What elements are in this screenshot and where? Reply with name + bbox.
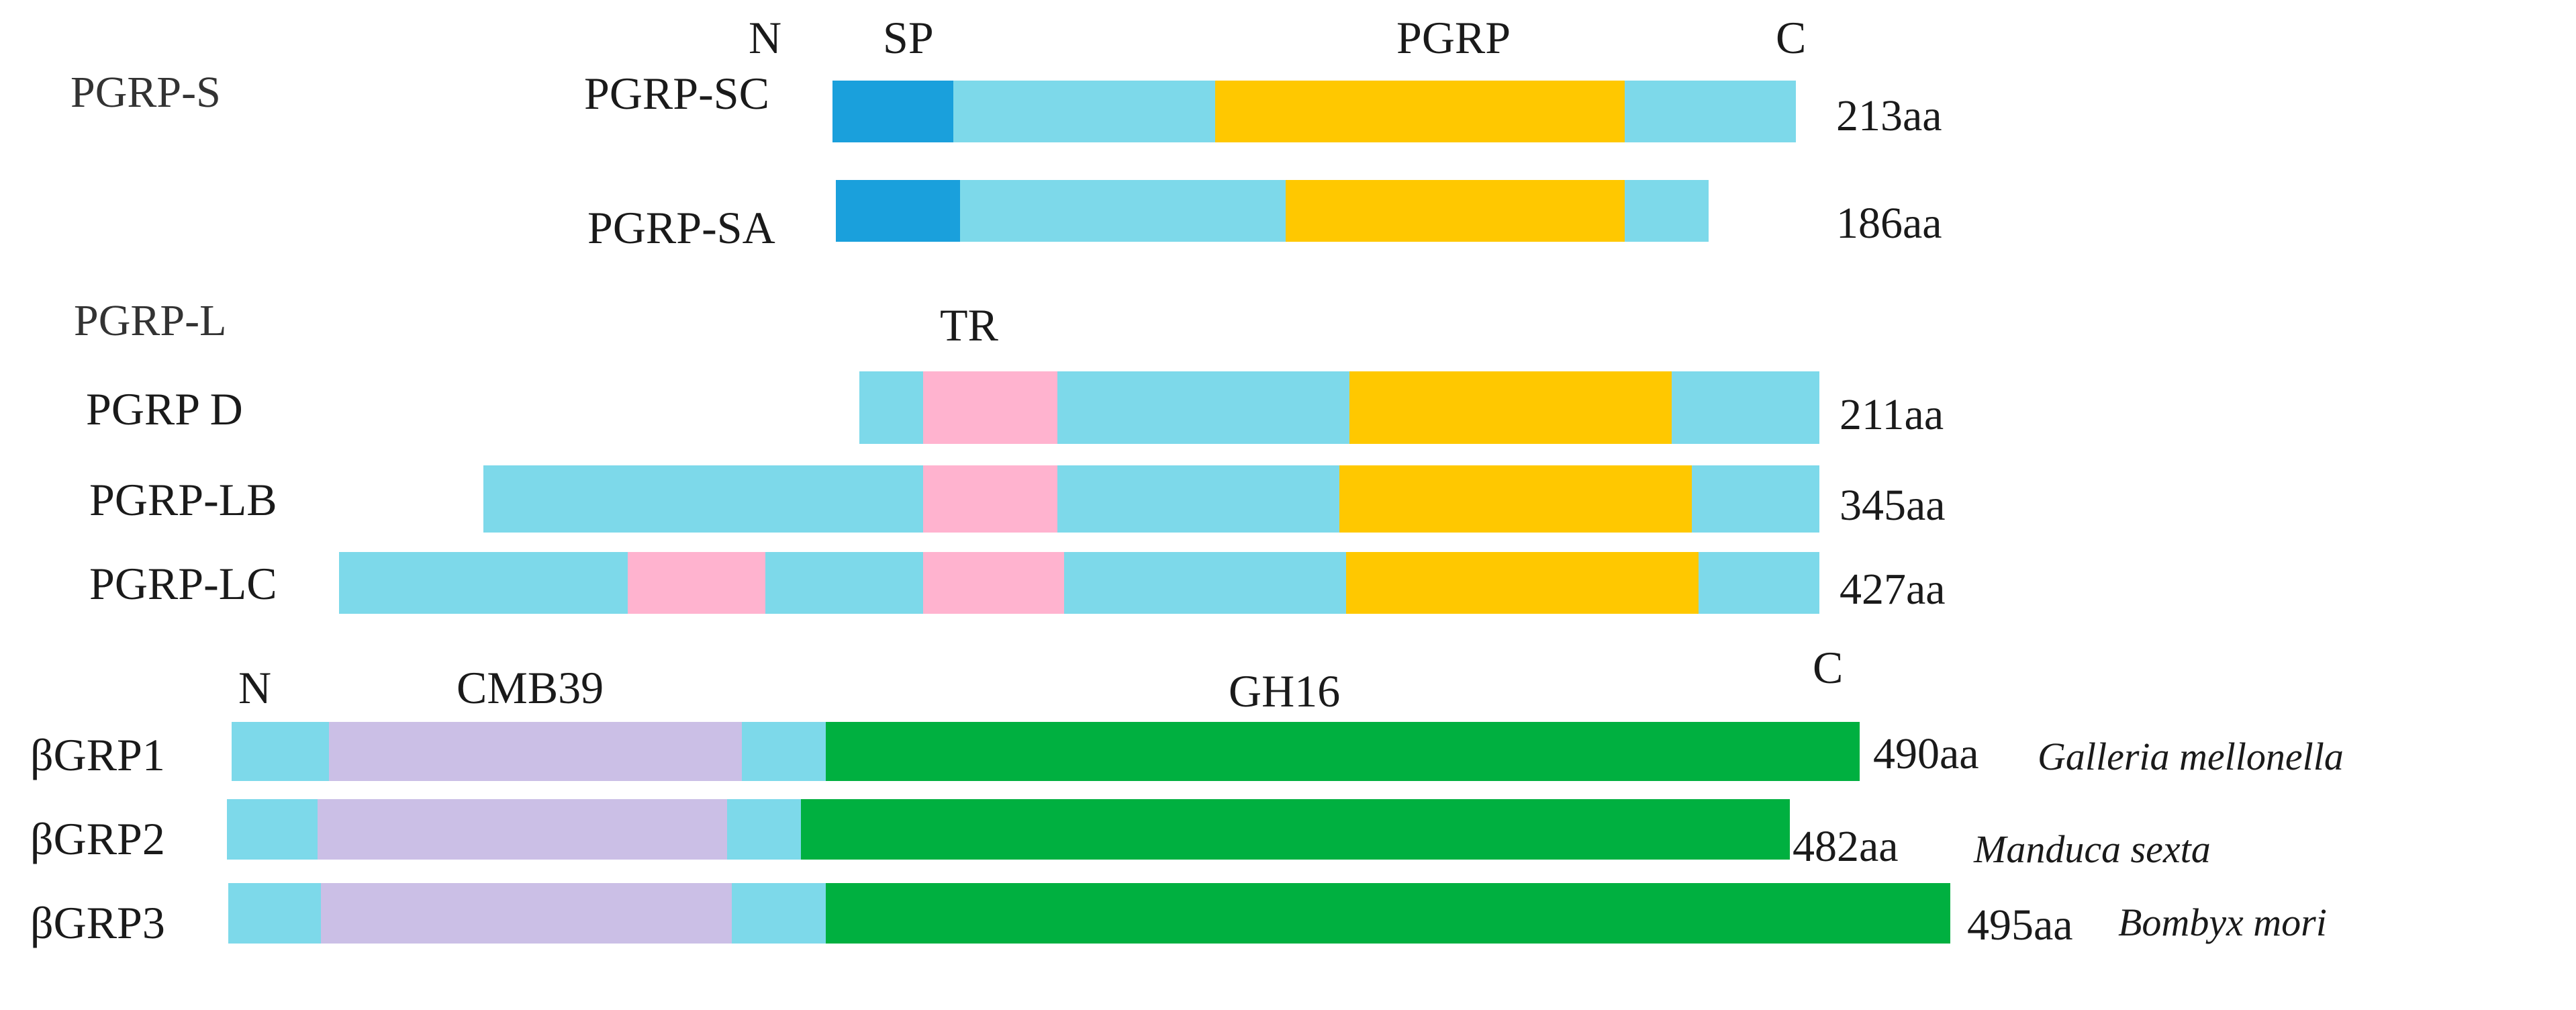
pgrp-s-group-label: PGRP-S xyxy=(70,68,221,117)
pgrp-l-group-label: PGRP-L xyxy=(74,296,227,345)
bgrp2-species: Manduca sexta xyxy=(1974,827,2211,871)
pgrp-d-bar xyxy=(859,371,1819,444)
pgrp-lc-transmembrane-2 xyxy=(923,552,1064,614)
bgrp3-name: βGRP3 xyxy=(30,897,165,948)
bgrp1-name: βGRP1 xyxy=(30,729,165,780)
bgrp3-species: Bombyx mori xyxy=(2118,901,2327,944)
pgrp-c-terminus-label: C xyxy=(1776,12,1807,63)
pgrp-d-name: PGRP D xyxy=(86,383,243,434)
pgrp-sa-name: PGRP-SA xyxy=(587,202,775,253)
pgrp-lc-pgrp-domain xyxy=(1346,552,1699,614)
pgrp-sa-pgrp-domain xyxy=(1286,180,1625,242)
pgrp-lb-transmembrane xyxy=(923,465,1057,533)
bgrp2-bar xyxy=(227,799,1790,860)
bgrp-c-terminus-label: C xyxy=(1813,642,1844,693)
pgrp-lc-bar xyxy=(339,552,1819,614)
pgrp-n-terminus-label: N xyxy=(749,12,782,63)
pgrp-lb-name: PGRP-LB xyxy=(89,474,277,525)
bgrp1-bar xyxy=(232,722,1860,781)
bgrp2-cbm39-domain xyxy=(318,799,727,860)
pgrp-lb-pgrp-domain xyxy=(1339,465,1692,533)
cmb39-label: CMB39 xyxy=(457,662,604,713)
pgrp-sc-name: PGRP-SC xyxy=(584,68,769,119)
bgrp2-name: βGRP2 xyxy=(30,813,165,864)
pgrp-sc-pgrp-domain xyxy=(1215,81,1625,142)
pgrp-sc-length: 213aa xyxy=(1836,91,1942,140)
pgrp-domain-label: PGRP xyxy=(1396,12,1511,63)
bgrp3-length: 495aa xyxy=(1967,901,2073,950)
pgrp-lb-bar xyxy=(483,465,1819,533)
signal-peptide-label: SP xyxy=(883,12,934,63)
pgrp-sa-length: 186aa xyxy=(1836,199,1942,248)
transmembrane-label: TR xyxy=(940,300,998,351)
bgrp1-cbm39-domain xyxy=(329,722,742,781)
bgrp2-length: 482aa xyxy=(1793,822,1899,871)
pgrp-d-length: 211aa xyxy=(1840,390,1944,439)
pgrp-sa-signal-peptide xyxy=(836,180,960,242)
bgrp3-bar xyxy=(228,883,1950,944)
bgrp2-gh16-domain xyxy=(801,799,1790,860)
pgrp-sa-bar xyxy=(836,180,1709,242)
pgrp-lc-length: 427aa xyxy=(1840,565,1946,614)
bgrp-n-terminus-label: N xyxy=(238,662,272,713)
gh16-label: GH16 xyxy=(1229,665,1341,717)
pgrp-d-transmembrane xyxy=(923,371,1057,444)
pgrp-d-pgrp-domain xyxy=(1349,371,1672,444)
bgrp3-gh16-domain xyxy=(826,883,1950,944)
pgrp-lc-transmembrane-1 xyxy=(628,552,765,614)
bgrp1-species: Galleria mellonella xyxy=(2038,735,2344,778)
pgrp-sc-signal-peptide xyxy=(832,81,953,142)
pgrp-lc-name: PGRP-LC xyxy=(89,558,277,609)
bgrp1-gh16-domain xyxy=(826,722,1860,781)
bgrp1-length: 490aa xyxy=(1873,729,1979,778)
bgrp3-cbm39-domain xyxy=(321,883,732,944)
pgrp-lb-length: 345aa xyxy=(1840,481,1946,530)
pgrp-sc-bar xyxy=(832,81,1796,142)
